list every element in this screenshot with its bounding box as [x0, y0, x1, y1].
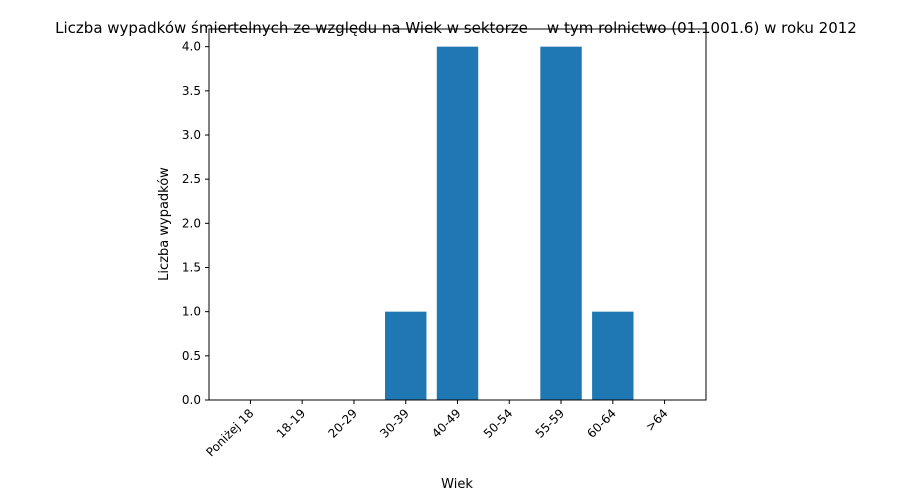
y-tick-label: 1.5	[182, 261, 201, 275]
bar	[540, 46, 582, 401]
x-tick-label: 20-29	[326, 406, 361, 441]
y-axis-label: Liczba wypadków	[157, 167, 172, 281]
y-tick-label: 4.0	[182, 40, 201, 54]
x-tick-label: Poniżej 18	[203, 406, 256, 459]
y-tick-label: 0.5	[182, 349, 201, 363]
y-tick-label: 1.0	[182, 305, 201, 319]
x-tick-label: 50-54	[481, 406, 516, 441]
y-tick-label: 2.0	[182, 216, 201, 230]
x-axis-label: Wiek	[441, 477, 473, 492]
y-tick-label: 3.0	[182, 128, 201, 142]
x-tick-label: 55-59	[533, 406, 568, 441]
x-tick-label: 30-39	[377, 406, 412, 441]
chart-title: Liczba wypadków śmiertelnych ze względu …	[55, 19, 857, 37]
bar	[436, 46, 479, 401]
x-tick-label: 40-49	[429, 406, 464, 441]
y-tick-label: 0.0	[182, 393, 201, 407]
y-tick-label: 2.5	[182, 172, 201, 186]
y-tick-label: 3.5	[182, 84, 201, 98]
plot-area: 0.0 0.5 1.0 1.5 2.0 2.5 3.0 3.5 4.0 Poniżej 18 18-…	[182, 28, 707, 459]
bar	[385, 311, 427, 400]
x-tick-label: 60-64	[584, 406, 619, 441]
x-tick-label: >64	[643, 406, 671, 434]
x-tick-label: 18-19	[274, 406, 309, 441]
bar	[592, 311, 634, 400]
